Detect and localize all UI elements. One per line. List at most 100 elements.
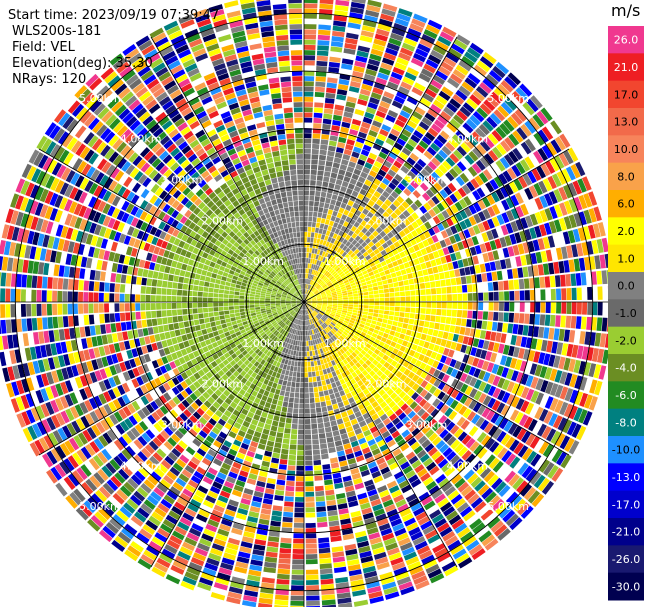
- range-gate-cell: [492, 146, 503, 159]
- range-gate-cell: [314, 290, 319, 295]
- range-gate-cell: [217, 495, 229, 504]
- range-gate-cell: [366, 4, 381, 13]
- range-gate-cell: [317, 313, 323, 318]
- range-gate-cell: [520, 373, 529, 386]
- range-gate-cell: [294, 502, 304, 508]
- range-gate-cell: [326, 345, 332, 351]
- range-gate-cell: [305, 455, 313, 461]
- range-gate-cell: [331, 125, 340, 132]
- range-gate-cell: [391, 489, 402, 499]
- range-gate-cell: [467, 193, 477, 204]
- range-gate-cell: [361, 340, 368, 346]
- range-gate-cell: [346, 558, 360, 566]
- range-gate-cell: [328, 248, 334, 255]
- range-gate-cell: [338, 219, 345, 226]
- range-gate-cell: [398, 581, 413, 591]
- range-gate-cell: [576, 345, 584, 359]
- range-gate-cell: [311, 303, 317, 306]
- range-gate-cell: [392, 123, 403, 133]
- range-gate-cell: [514, 192, 524, 205]
- range-gate-cell: [284, 359, 289, 365]
- range-gate-cell: [450, 278, 457, 286]
- range-gate-cell: [437, 391, 446, 401]
- range-gate-cell: [486, 194, 496, 205]
- range-gate-cell: [450, 204, 459, 214]
- range-gate-cell: [320, 342, 325, 348]
- range-gate-cell: [318, 154, 327, 161]
- range-gate-cell: [335, 99, 346, 106]
- range-gate-cell: [514, 359, 523, 371]
- range-gate-cell: [561, 343, 569, 356]
- range-gate-cell: [535, 302, 541, 313]
- range-gate-cell: [247, 516, 259, 523]
- range-gate-cell: [444, 82, 457, 93]
- range-gate-cell: [306, 341, 309, 346]
- range-gate-cell: [353, 293, 359, 297]
- range-gate-cell: [318, 312, 323, 317]
- range-gate-cell: [333, 333, 339, 339]
- range-gate-cell: [356, 283, 362, 288]
- range-gate-cell: [302, 304, 304, 310]
- range-gate-cell: [321, 453, 329, 460]
- range-gate-cell: [403, 174, 413, 184]
- range-gate-cell: [369, 97, 380, 105]
- range-gate-cell: [396, 258, 404, 265]
- range-gate-cell: [392, 348, 399, 355]
- range-gate-cell: [338, 455, 347, 462]
- range-gate-cell: [367, 258, 374, 264]
- range-gate-cell: [381, 430, 391, 439]
- range-gate-cell: [415, 48, 429, 58]
- range-gate-cell: [343, 480, 354, 488]
- range-gate-cell: [380, 365, 387, 373]
- range-gate-cell: [553, 355, 561, 369]
- range-gate-cell: [357, 159, 366, 167]
- range-gate-cell: [445, 141, 456, 152]
- range-gate-cell: [382, 242, 389, 249]
- range-gate-cell: [495, 226, 504, 238]
- range-gate-cell: [304, 102, 313, 108]
- range-gate-cell: [459, 220, 468, 230]
- range-gate-cell: [285, 485, 295, 492]
- range-gate-cell: [322, 463, 331, 470]
- range-gate-cell: [311, 286, 315, 292]
- range-gate-cell: [385, 542, 398, 551]
- range-gate-cell: [534, 277, 540, 289]
- range-gate-cell: [378, 151, 388, 160]
- range-gate-cell: [324, 270, 329, 276]
- range-gate-cell: [426, 146, 437, 157]
- range-gate-cell: [355, 318, 361, 323]
- range-gate-cell: [399, 251, 406, 258]
- range-gate-cell: [488, 292, 494, 301]
- range-gate-cell: [307, 314, 310, 320]
- range-gate-cell: [533, 182, 543, 196]
- range-gate-cell: [472, 460, 484, 472]
- range-gate-cell: [323, 474, 333, 481]
- range-gate-cell: [408, 474, 419, 484]
- range-gate-cell: [420, 520, 433, 531]
- range-gate-cell: [335, 492, 346, 500]
- range-gate-cell: [399, 192, 408, 201]
- range-gate-cell: [356, 136, 366, 144]
- range-gate-cell: [434, 454, 445, 465]
- range-gate-cell: [306, 279, 309, 284]
- range-gate-cell: [510, 112, 523, 126]
- range-gate-cell: [484, 454, 496, 466]
- range-gate-cell: [597, 286, 603, 300]
- range-gate-cell: [558, 260, 565, 274]
- range-gate-cell: [304, 185, 310, 191]
- range-gate-cell: [479, 263, 486, 273]
- range-gate-cell: [530, 390, 540, 403]
- range-gate-cell: [377, 245, 385, 252]
- range-gate-cell: [425, 563, 440, 574]
- range-gate-cell: [309, 292, 314, 297]
- range-gate-cell: [432, 205, 441, 215]
- range-gate-cell: [277, 563, 291, 570]
- range-gate-cell: [520, 123, 532, 137]
- range-gate-cell: [345, 32, 359, 40]
- range-gate-cell: [366, 330, 373, 336]
- range-gate-cell: [272, 452, 280, 459]
- range-gate-cell: [467, 493, 480, 505]
- range-gate-cell: [316, 265, 320, 271]
- range-gate-cell: [404, 433, 414, 442]
- range-gate-cell: [456, 34, 471, 46]
